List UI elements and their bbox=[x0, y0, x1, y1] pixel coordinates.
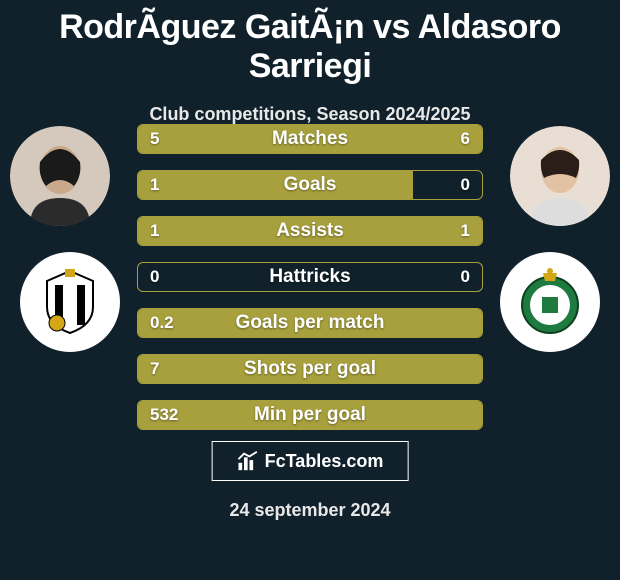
stat-label: Goals bbox=[138, 171, 482, 199]
stat-label: Hattricks bbox=[138, 263, 482, 291]
stat-row: 00Hattricks bbox=[137, 262, 483, 292]
stat-row: 0.2Goals per match bbox=[137, 308, 483, 338]
stat-row: 10Goals bbox=[137, 170, 483, 200]
club-right-badge bbox=[500, 252, 600, 352]
stat-label: Shots per goal bbox=[138, 355, 482, 383]
brand-label: FcTables.com bbox=[265, 451, 384, 472]
stat-row: 532Min per goal bbox=[137, 400, 483, 430]
club-right-badge-icon bbox=[515, 267, 585, 337]
brand-box[interactable]: FcTables.com bbox=[212, 441, 409, 481]
stat-label: Goals per match bbox=[138, 309, 482, 337]
stat-label: Min per goal bbox=[138, 401, 482, 429]
subtitle: Club competitions, Season 2024/2025 bbox=[0, 104, 620, 125]
stat-row: 7Shots per goal bbox=[137, 354, 483, 384]
player-left-avatar bbox=[10, 126, 110, 226]
player-left-avatar-icon bbox=[10, 126, 110, 226]
chart-icon bbox=[237, 450, 259, 472]
stats-bars: 56Matches 10Goals 11Assists 00Hattricks 0.2G… bbox=[137, 124, 483, 446]
date-label: 24 september 2024 bbox=[0, 500, 620, 521]
page-title: RodrÃ­guez GaitÃ¡n vs Aldasoro Sarriegi bbox=[0, 0, 620, 86]
player-right-avatar bbox=[510, 126, 610, 226]
stat-label: Assists bbox=[138, 217, 482, 245]
player-right-avatar-icon bbox=[510, 126, 610, 226]
club-left-badge-icon bbox=[35, 267, 105, 337]
stat-row: 11Assists bbox=[137, 216, 483, 246]
stat-label: Matches bbox=[138, 125, 482, 153]
stat-row: 56Matches bbox=[137, 124, 483, 154]
club-left-badge bbox=[20, 252, 120, 352]
